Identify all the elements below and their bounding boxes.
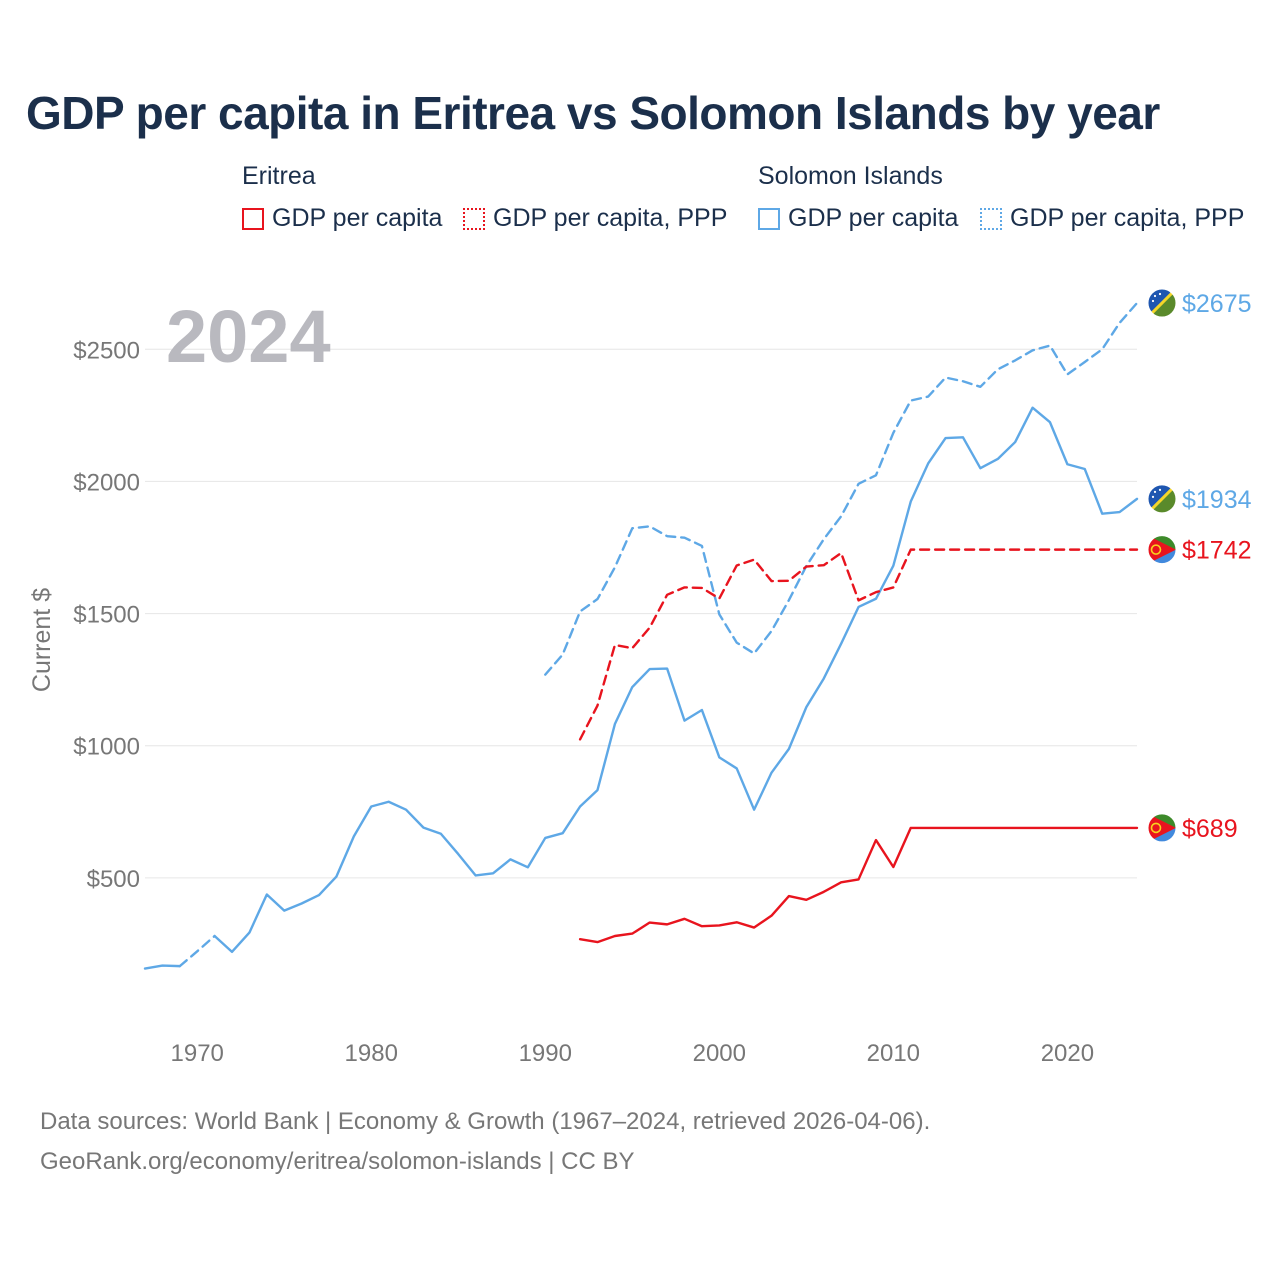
legend-item-solomon-gdp-ppp[interactable]: GDP per capita, PPP — [980, 204, 1244, 233]
x-tick-label: 2000 — [693, 1040, 746, 1067]
series-line-solomon-islands-gdp-per-capita — [213, 406, 1139, 954]
legend-swatch-solid-icon — [242, 207, 264, 230]
end-value-label: $1742 — [1182, 537, 1252, 565]
eritrea-flag-icon — [1147, 535, 1177, 565]
year-watermark: 2024 — [166, 295, 331, 378]
x-tick-label: 2010 — [867, 1040, 920, 1067]
series-line-solomon-islands-gdp-per-capita-ppp — [544, 301, 1139, 676]
solomon-islands-flag-icon — [1147, 484, 1177, 514]
x-tick-label: 1980 — [345, 1040, 398, 1067]
x-tick-label: 2020 — [1041, 1040, 1094, 1067]
legend-label: GDP per capita, PPP — [1010, 204, 1245, 232]
series-line-solomon-islands-gdp-per-capita — [143, 964, 182, 970]
legend-label: GDP per capita — [272, 204, 443, 232]
series-line-eritrea-gdp-per-capita — [578, 826, 1139, 944]
legend-item-eritrea-gdp[interactable]: GDP per capita — [242, 204, 442, 233]
legend-label: GDP per capita, PPP — [493, 204, 728, 232]
legend-label: GDP per capita — [788, 204, 959, 232]
legend-item-solomon-gdp[interactable]: GDP per capita — [758, 204, 958, 233]
y-tick-label: $1500 — [73, 602, 140, 629]
solomon-islands-flag-icon — [1147, 288, 1177, 318]
y-axis-label: Current $ — [28, 588, 56, 692]
y-tick-label: $1000 — [73, 734, 140, 761]
legend-group-solomon-islands: Solomon Islands — [758, 162, 943, 190]
y-tick-label: $2500 — [73, 337, 140, 364]
legend-swatch-solid-icon — [758, 207, 780, 230]
end-value-label: $1934 — [1182, 486, 1252, 514]
y-tick-label: $2000 — [73, 469, 140, 496]
legend-group-eritrea: Eritrea — [242, 162, 316, 190]
chart-title: GDP per capita in Eritrea vs Solomon Isl… — [26, 87, 1160, 139]
legend-item-eritrea-gdp-ppp[interactable]: GDP per capita, PPP — [463, 204, 727, 233]
end-value-label: $689 — [1182, 815, 1238, 843]
x-tick-label: 1970 — [171, 1040, 224, 1067]
series-line-eritrea-gdp-per-capita-ppp — [578, 548, 1139, 741]
x-tick-label: 1990 — [519, 1040, 572, 1067]
legend-swatch-dotted-icon — [980, 207, 1002, 230]
series-line-solomon-islands-gdp-per-capita — [178, 934, 216, 968]
end-value-label: $2675 — [1182, 290, 1252, 318]
footer-link[interactable]: GeoRank.org/economy/eritrea/solomon-isla… — [40, 1148, 635, 1175]
y-tick-label: $500 — [87, 866, 140, 893]
footer-sources: Data sources: World Bank | Economy & Gro… — [40, 1108, 931, 1135]
legend-swatch-dotted-icon — [463, 207, 485, 230]
eritrea-flag-icon — [1147, 813, 1177, 843]
